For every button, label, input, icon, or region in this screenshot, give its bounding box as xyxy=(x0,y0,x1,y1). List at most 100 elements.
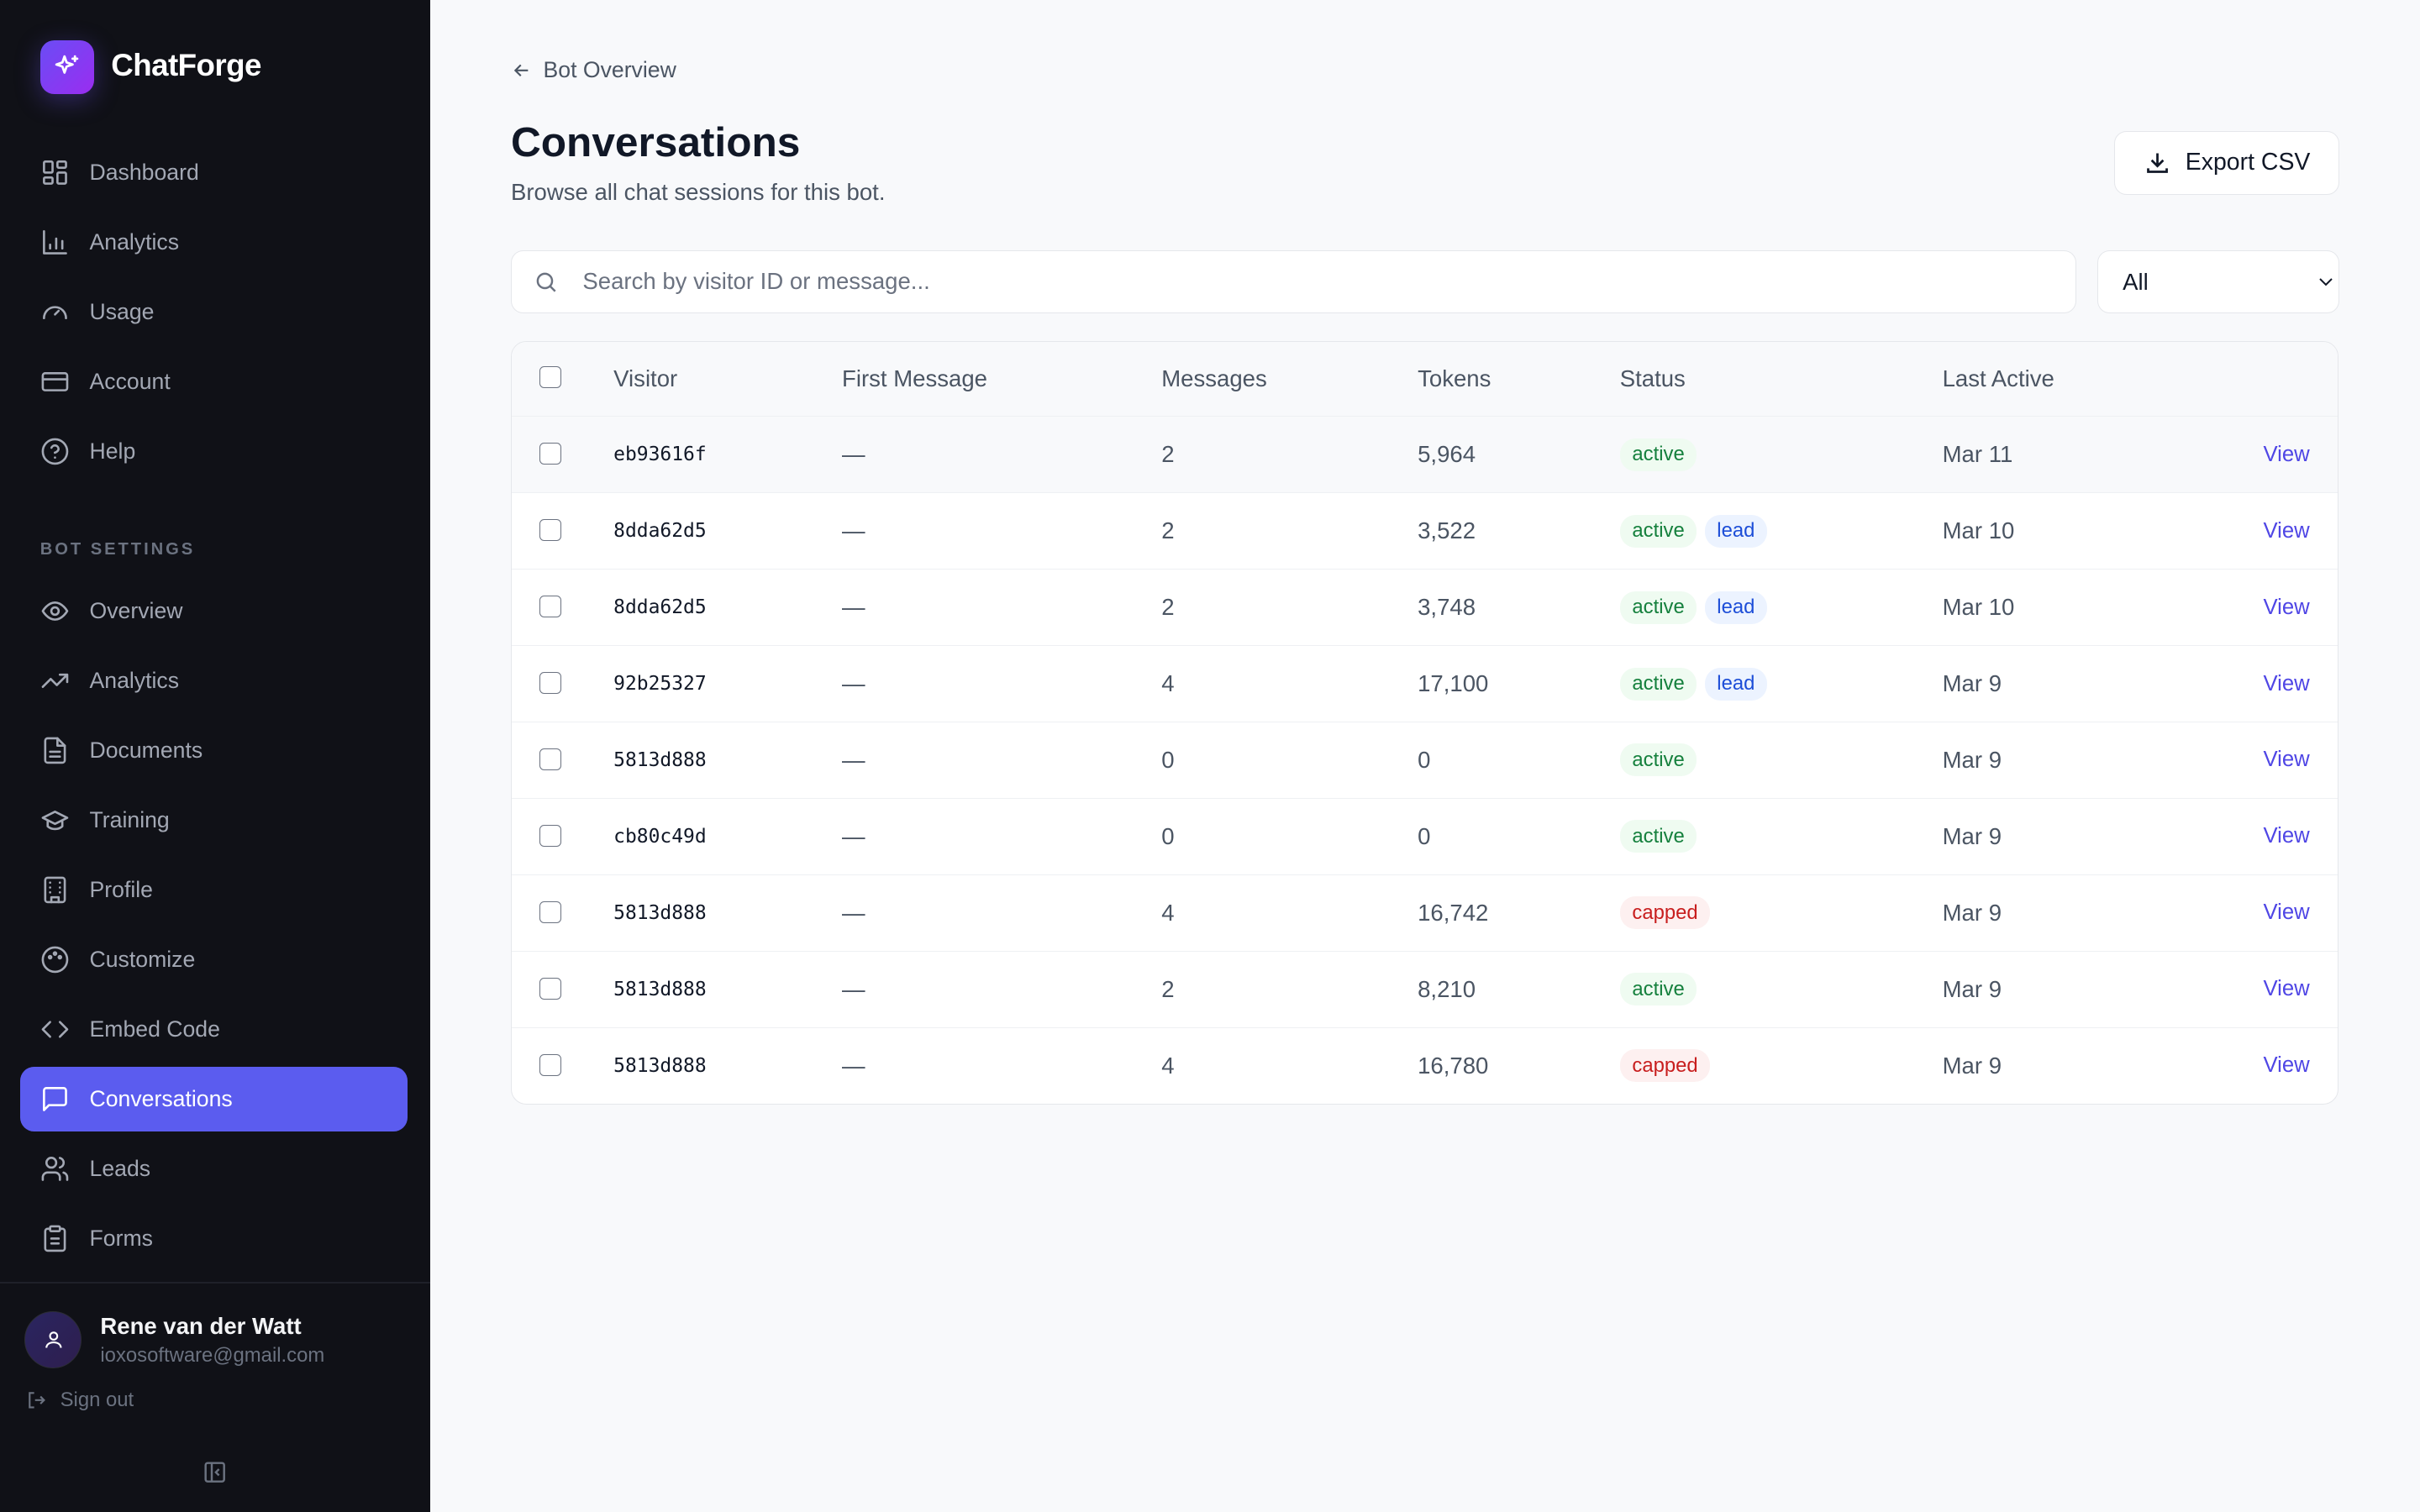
view-link[interactable]: View xyxy=(2263,1053,2310,1078)
sidebar-item-conversations[interactable]: Conversations xyxy=(19,1066,408,1132)
last-active: Mar 9 xyxy=(1942,746,2002,773)
sidebar-item-training[interactable]: Training xyxy=(20,788,408,853)
token-count: 3,522 xyxy=(1418,517,1476,544)
view-link[interactable]: View xyxy=(2263,671,2310,696)
row-checkbox[interactable] xyxy=(539,596,561,618)
row-checkbox[interactable] xyxy=(539,748,561,771)
sidebar-item-documents[interactable]: Documents xyxy=(20,718,408,783)
row-checkbox[interactable] xyxy=(539,519,561,542)
table-row[interactable]: 5813d888 — 2 8,210 active Mar 9 View xyxy=(511,950,2338,1027)
view-link[interactable]: View xyxy=(2263,595,2310,619)
row-checkbox[interactable] xyxy=(539,443,561,465)
view-link[interactable]: View xyxy=(2263,442,2310,466)
sign-out-button[interactable]: Sign out xyxy=(26,1389,134,1412)
col-visitor: Visitor xyxy=(613,365,678,391)
sidebar-item-label: Customize xyxy=(89,946,196,972)
sidebar-item-label: Embed Code xyxy=(89,1016,220,1042)
sidebar-item-label: Analytics xyxy=(89,229,180,255)
row-checkbox[interactable] xyxy=(539,672,561,695)
sidebar-item-label: Overview xyxy=(89,597,183,623)
collapse-sidebar-button[interactable] xyxy=(203,1460,227,1491)
view-link[interactable]: View xyxy=(2263,518,2310,543)
sidebar-item-label: Dashboard xyxy=(89,160,199,186)
view-link[interactable]: View xyxy=(2263,977,2310,1001)
table-row[interactable]: 8dda62d5 — 2 3,522 active lead Mar 10 Vie… xyxy=(511,492,2338,569)
building-icon xyxy=(44,876,66,904)
sidebar-item-usage[interactable]: Usage xyxy=(20,280,408,344)
view-link[interactable]: View xyxy=(2263,748,2310,772)
visitor-id: 8dda62d5 xyxy=(613,520,707,543)
sidebar-item-overview[interactable]: Overview xyxy=(20,579,408,643)
code-icon xyxy=(41,1021,69,1038)
table-row[interactable]: 5813d888 — 0 0 active Mar 9 View xyxy=(511,722,2338,798)
message-square-icon xyxy=(42,1087,67,1111)
sidebar-item-account[interactable]: Account xyxy=(20,349,408,414)
last-active: Mar 9 xyxy=(1942,899,2002,926)
user-avatar[interactable] xyxy=(24,1311,82,1369)
search-input[interactable] xyxy=(579,266,2075,297)
sidebar-item-profile[interactable]: Profile xyxy=(20,858,408,922)
last-active: Mar 9 xyxy=(1942,822,2002,849)
visitor-id: 5813d888 xyxy=(613,901,707,924)
first-message: — xyxy=(842,594,865,621)
sparkles-logo-icon xyxy=(39,39,95,95)
sidebar-item-dashboard[interactable]: Dashboard xyxy=(20,140,408,205)
sidebar-item-analytics[interactable]: Analytics xyxy=(20,648,408,713)
row-checkbox[interactable] xyxy=(539,901,561,924)
token-count: 16,780 xyxy=(1418,1052,1489,1079)
status-badges: active xyxy=(1619,438,1705,471)
credit-card-icon xyxy=(41,372,69,392)
table-row[interactable]: eb93616f — 2 5,964 active Mar 11 View xyxy=(511,416,2338,493)
sidebar-item-analytics[interactable]: Analytics xyxy=(20,210,408,275)
view-link[interactable]: View xyxy=(2263,900,2310,925)
sidebar-item-label: Conversations xyxy=(89,1085,233,1111)
visitor-id: 5813d888 xyxy=(613,978,707,1000)
status-badges: active xyxy=(1619,820,1705,853)
first-message: — xyxy=(842,975,865,1002)
status-badges: capped xyxy=(1619,1049,1718,1083)
status-badge-capped: capped xyxy=(1619,896,1711,930)
table-row[interactable]: 5813d888 — 4 16,742 capped Mar 9 View xyxy=(511,874,2338,951)
visitor-id: 5813d888 xyxy=(613,1054,707,1077)
sidebar-item-embed-code[interactable]: Embed Code xyxy=(20,997,408,1062)
sidebar-item-help[interactable]: Help xyxy=(20,419,408,484)
table-row[interactable]: 5813d888 — 4 16,780 capped Mar 9 View xyxy=(511,1026,2338,1104)
row-checkbox[interactable] xyxy=(539,825,561,848)
file-text-icon xyxy=(44,737,66,764)
first-message: — xyxy=(842,670,865,696)
select-all-checkbox[interactable] xyxy=(539,366,561,389)
status-badges: active xyxy=(1619,973,1705,1006)
status-badges: active xyxy=(1619,743,1705,777)
col-first-message: First Message xyxy=(842,365,987,391)
token-count: 8,210 xyxy=(1418,975,1476,1002)
sidebar: ChatForge Dashboard Analytics Usage Account… xyxy=(0,0,431,1512)
sidebar-item-forms[interactable]: Forms xyxy=(20,1206,408,1271)
status-badge-active: active xyxy=(1619,591,1697,624)
back-label: Bot Overview xyxy=(543,56,676,82)
status-badge-capped: capped xyxy=(1619,1049,1711,1083)
trending-up-icon xyxy=(41,673,69,688)
table-row[interactable]: 8dda62d5 — 2 3,748 active lead Mar 10 Vie… xyxy=(511,569,2338,645)
table-row[interactable]: cb80c49d — 0 0 active Mar 9 View xyxy=(511,797,2338,874)
export-csv-button[interactable]: Export CSV xyxy=(2114,131,2340,195)
sidebar-item-customize[interactable]: Customize xyxy=(20,927,408,992)
status-badges: capped xyxy=(1619,896,1718,930)
first-message: — xyxy=(842,441,865,468)
conversations-table: Visitor First Message Messages Tokens St… xyxy=(510,340,2338,1105)
sidebar-item-label: Account xyxy=(89,369,171,395)
col-last-active: Last Active xyxy=(1942,365,2054,391)
back-link[interactable]: Bot Overview xyxy=(511,57,676,83)
first-message: — xyxy=(842,822,865,849)
row-checkbox[interactable] xyxy=(539,978,561,1000)
gauge-icon xyxy=(42,306,67,320)
view-link[interactable]: View xyxy=(2263,824,2310,848)
sidebar-item-leads[interactable]: Leads xyxy=(20,1137,408,1201)
table-header: Visitor First Message Messages Tokens St… xyxy=(511,341,2338,417)
status-filter-select[interactable]: All xyxy=(2097,249,2340,313)
sidebar-item-label: Training xyxy=(89,806,170,832)
table-row[interactable]: 92b25327 — 4 17,100 active lead Mar 9 Vie… xyxy=(511,645,2338,722)
row-checkbox[interactable] xyxy=(539,1054,561,1077)
token-count: 0 xyxy=(1418,746,1431,773)
visitor-id: cb80c49d xyxy=(613,825,707,848)
sidebar-item-label: Usage xyxy=(89,299,155,325)
